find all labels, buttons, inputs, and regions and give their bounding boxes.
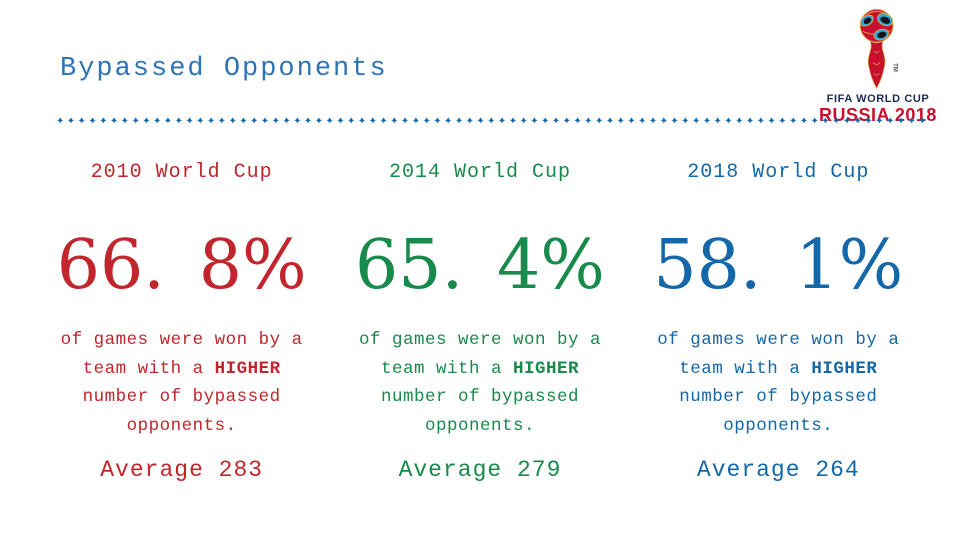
average-value: Average 279 bbox=[398, 457, 562, 483]
stat-line4: opponents. bbox=[126, 415, 237, 436]
stat-line1: of games were won by a bbox=[358, 330, 602, 350]
stat-line3: number of bypassed bbox=[679, 387, 878, 407]
stat-line4: opponents. bbox=[424, 415, 535, 436]
stat-highlight: HIGHER bbox=[513, 358, 580, 379]
percent-value: 65. 4% bbox=[355, 226, 605, 305]
separator-dots: ✦✦✦✦✦✦✦✦✦✦✦✦✦✦✦✦✦✦✦✦✦✦✦✦✦✦✦✦✦✦✦✦✦✦✦✦✦✦✦✦… bbox=[56, 116, 932, 127]
stat-description: of games were won by a team with a HIGHE… bbox=[343, 326, 616, 440]
column-2018: 2018 World Cup 58. 1% of games were won … bbox=[642, 160, 915, 483]
column-2014: 2014 World Cup 65. 4% of games were won … bbox=[343, 160, 616, 483]
page-title: Bypassed Opponents bbox=[60, 54, 388, 84]
average-value: Average 264 bbox=[696, 457, 860, 483]
stat-line3: number of bypassed bbox=[82, 387, 281, 407]
column-header: 2010 World Cup bbox=[90, 161, 273, 184]
logo-brand-line1: FIFA WORLD CUP bbox=[826, 93, 930, 105]
stat-line2: team with a bbox=[679, 358, 812, 379]
stat-description: of games were won by a team with a HIGHE… bbox=[45, 326, 318, 440]
trademark-text: TM bbox=[891, 63, 897, 72]
stat-line3: number of bypassed bbox=[380, 387, 579, 407]
percent-value: 66. 8% bbox=[56, 226, 307, 305]
stat-highlight: HIGHER bbox=[214, 358, 281, 379]
stat-line1: of games were won by a bbox=[60, 330, 303, 350]
column-2010: 2010 World Cup 66. 8% of games were won … bbox=[45, 160, 318, 483]
stat-line1: of games were won by a bbox=[657, 330, 900, 350]
stat-line2: team with a bbox=[380, 358, 513, 379]
average-value: Average 283 bbox=[100, 457, 264, 483]
fifa-world-cup-logo: TM FIFA WORLD CUP RUSSIA 2018 bbox=[810, 8, 946, 126]
stat-line2: team with a bbox=[82, 358, 215, 379]
stat-description: of games were won by a team with a HIGHE… bbox=[642, 326, 915, 440]
stat-line4: opponents. bbox=[723, 415, 834, 436]
stat-highlight: HIGHER bbox=[811, 358, 878, 379]
column-header: 2014 World Cup bbox=[388, 161, 571, 184]
world-cup-trophy-icon: TM bbox=[859, 8, 897, 89]
column-header: 2018 World Cup bbox=[687, 161, 870, 184]
logo-brand-line2: RUSSIA 2018 bbox=[819, 105, 937, 125]
percent-value: 58. 1% bbox=[653, 226, 904, 305]
stat-columns: 2010 World Cup 66. 8% of games were won … bbox=[45, 160, 915, 483]
